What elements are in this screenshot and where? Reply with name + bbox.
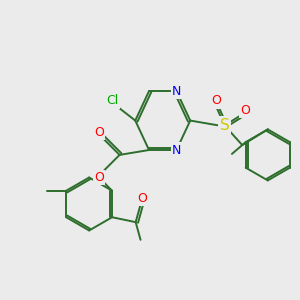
Text: O: O	[240, 104, 250, 117]
Text: S: S	[220, 118, 230, 133]
Text: O: O	[211, 94, 221, 107]
Text: N: N	[172, 85, 181, 98]
Text: O: O	[94, 171, 104, 184]
Text: O: O	[138, 192, 148, 205]
Text: N: N	[172, 143, 181, 157]
Text: O: O	[94, 126, 104, 139]
Text: Cl: Cl	[106, 94, 119, 107]
